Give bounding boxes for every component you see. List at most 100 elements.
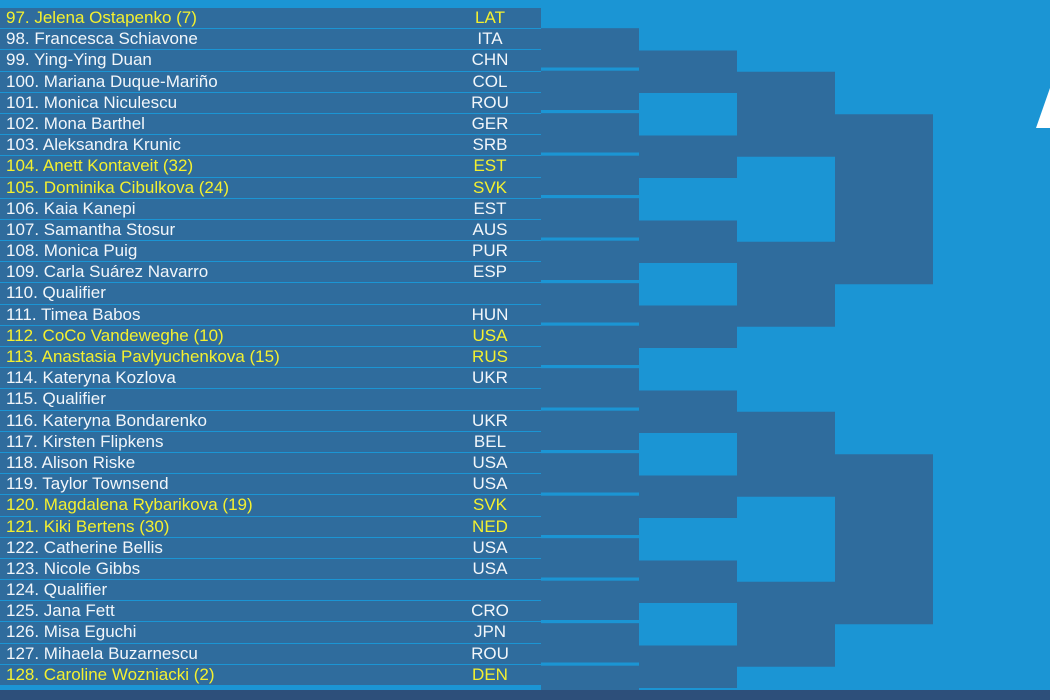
player-country: NED [472,516,508,536]
player-row: 102. Mona Barthel GER [0,113,541,135]
player-row: 122. Catherine Bellis USA [0,537,541,558]
player-row: 106. Kaia Kanepi EST [0,198,541,219]
bracket-box [639,50,737,93]
bracket-box [639,475,737,518]
bracket-box [541,283,639,323]
bracket-box [639,645,737,688]
player-row: 126. Misa Eguchi JPN [0,622,541,643]
bracket-box [639,305,737,348]
player-row: 110. Qualifier [0,283,541,304]
player-name: 104. Anett Kontaveit (32) [6,156,194,176]
player-name: 105. Dominika Cibulkova (24) [6,177,229,197]
player-country: LAT [475,8,505,27]
bracket-box [541,198,639,238]
bracket-box [639,560,737,603]
player-country: RUS [472,347,508,366]
player-row: 107. Samantha Stosur AUS [0,219,541,241]
bracket-box [639,390,737,433]
player-row: 101. Monica Niculescu ROU [0,92,541,113]
player-name: 125. Jana Fett [6,601,115,621]
player-name: 118. Alison Riske [6,452,136,472]
player-country: PUR [472,241,508,261]
player-name: 101. Monica Niculescu [6,92,178,112]
player-name: 121. Kiki Bertens (30) [6,516,170,536]
bracket-box [541,155,639,195]
player-country: ITA [477,29,503,49]
player-name: 103. Aleksandra Krunic [6,135,181,155]
player-name: 99. Ying-Ying Duan [6,50,152,70]
player-name: 127. Mihaela Buzarnescu [6,643,198,663]
player-row: 124. Qualifier [0,580,541,601]
player-row: 100. Mariana Duque-Mariño COL [0,71,541,92]
bracket-box [541,240,639,280]
player-row: 112. CoCo Vandeweghe (10) USA [0,325,541,346]
player-country: CRO [471,601,509,621]
player-country: COL [472,71,508,91]
player-name: 109. Carla Suárez Navarro [6,262,209,282]
player-country: HUN [471,304,509,324]
player-name: 120. Magdalena Rybarikova (19) [6,495,253,515]
player-country: USA [472,452,508,472]
player-country: SVK [472,495,508,515]
player-name: 116. Kateryna Bondarenko [6,410,207,430]
player-row: 123. Nicole Gibbs USA [0,558,541,580]
bracket-box [737,411,835,497]
player-name: 100. Mariana Duque-Mariño [6,71,218,91]
player-row: 111. Timea Babos HUN [0,304,541,325]
player-name: 128. Caroline Wozniacki (2) [6,664,215,684]
player-country: ROU [471,643,509,663]
bracket-box [639,135,737,178]
bracket-box [835,114,933,285]
player-country: USA [472,537,508,557]
player-country: ROU [471,92,509,112]
player-row: 115. Qualifier [0,389,541,410]
player-country: UKR [472,368,508,388]
player-country: AUS [472,219,508,239]
player-row: 127. Mihaela Buzarnescu ROU [0,643,541,664]
bracket-box [737,241,835,327]
player-name: 97. Jelena Ostapenko (7) [6,8,197,27]
player-name: 117. Kirsten Flipkens [6,431,164,451]
player-name: 106. Kaia Kanepi [6,198,136,218]
player-name: 123. Nicole Gibbs [6,558,141,578]
player-country: USA [472,325,508,345]
player-country: USA [472,558,508,578]
player-country: SVK [472,177,508,197]
bracket-box [541,113,639,153]
bracket-box [541,325,639,365]
player-row: 97. Jelena Ostapenko (7) LAT [0,8,541,29]
tournament-logo-fragment [1036,88,1050,128]
player-row: 108. Monica Puig PUR [0,241,541,262]
player-row: 119. Taylor Townsend USA [0,474,541,495]
player-row: 105. Dominika Cibulkova (24) SVK [0,177,541,198]
player-country: CHN [471,50,509,70]
player-name: 107. Samantha Stosur [6,219,176,239]
bracket-box [541,580,639,620]
player-name: 112. CoCo Vandeweghe (10) [6,325,224,345]
player-row: 116. Kateryna Bondarenko UKR [0,410,541,431]
player-row: 109. Carla Suárez Navarro ESP [0,262,541,283]
player-country: SRB [472,135,508,155]
bracket-box [639,220,737,263]
bracket-box [541,368,639,408]
bracket-box [737,71,835,157]
player-country: BEL [473,431,507,451]
player-row: 120. Magdalena Rybarikova (19) SVK [0,495,541,516]
bracket-box [835,454,933,625]
player-country: USA [472,474,508,494]
player-name: 108. Monica Puig [6,241,138,261]
player-name: 111. Timea Babos [6,304,141,324]
bracket-box [541,70,639,110]
player-name: 114. Kateryna Kozlova [6,368,176,388]
player-row: 125. Jana Fett CRO [0,601,541,622]
player-name: 115. Qualifier [6,389,106,409]
player-row: 98. Francesca Schiavone ITA [0,29,541,50]
player-name: 119. Taylor Townsend [6,474,169,494]
player-name: 110. Qualifier [6,283,106,303]
bracket-box [541,623,639,663]
player-country: EST [473,156,507,176]
player-row: 99. Ying-Ying Duan CHN [0,50,541,71]
bracket-box [737,581,835,667]
player-row: 128. Caroline Wozniacki (2) DEN [0,664,541,685]
bottom-strip [0,690,1050,700]
